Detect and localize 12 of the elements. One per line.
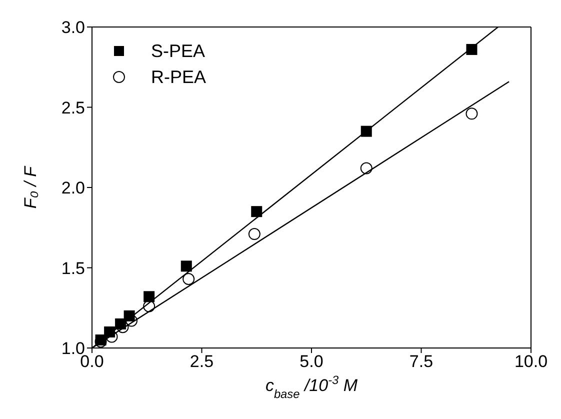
y-tick-label: 2.5	[61, 98, 85, 118]
x-axis-title: c$_{base}$ /10$^{-3}$ M	[265, 373, 358, 401]
legend-label: S-PEA	[151, 40, 206, 62]
x-tick-label: 10.0	[514, 352, 548, 372]
y-axis-title: F₀ / F	[21, 164, 40, 209]
y-tick-label: 3.0	[61, 18, 85, 38]
legend-label: R-PEA	[151, 66, 206, 88]
y-tick-label: 2.0	[61, 178, 85, 198]
y-tick-label: 1.5	[61, 258, 85, 278]
x-tick-label: 5.0	[300, 352, 324, 372]
x-tick-label: 7.5	[409, 352, 434, 372]
x-tick-label: 2.5	[190, 352, 214, 372]
